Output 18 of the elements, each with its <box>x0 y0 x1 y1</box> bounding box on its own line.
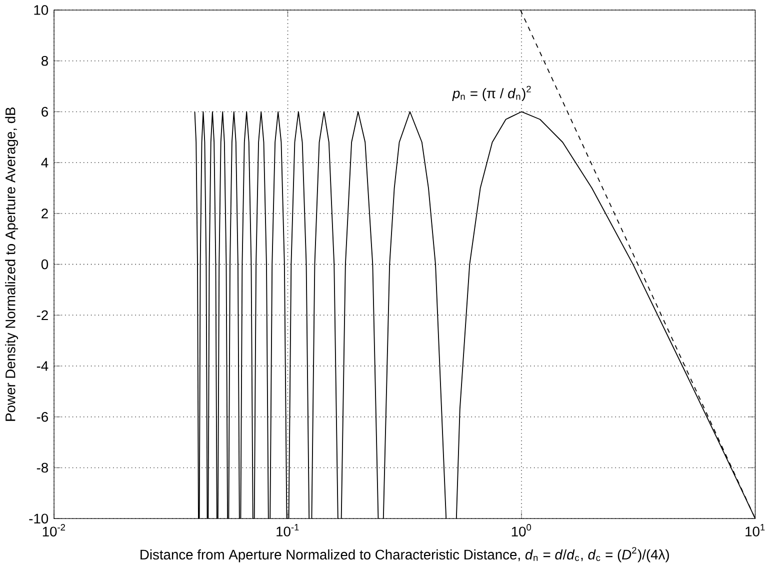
y-axis-title: Power Density Normalized to Aperture Average, dB <box>5 107 18 421</box>
y-tick-label: -4 <box>36 361 48 371</box>
x-tick-label: 10$^{-1}$ <box>276 524 299 536</box>
y-tick-label: 0 <box>41 259 48 270</box>
y-tick-label: 10 <box>34 4 48 15</box>
annotation: p$_{n}$ = (π / d$_{n}$)$^{2}$ <box>452 86 531 101</box>
y-tick-label: -2 <box>36 310 48 320</box>
text: Distance from Aperture Normalized to Characteristic Distance, d$_{n}$ = d/d$_{c}$, d$_{c}$ = (D$^{2}$)/(4λ) <box>140 546 669 562</box>
y-tick-label: 4 <box>41 158 48 168</box>
y-tick-label: 2 <box>42 208 48 218</box>
y-tick-label: -8 <box>36 462 48 472</box>
x-tick-label: 10$^{-2}$ <box>42 524 66 536</box>
y-tick-label: 8 <box>42 56 48 66</box>
y-tick-label: -6 <box>36 412 48 422</box>
x-tick-label: 10$^{0}$ <box>512 524 532 536</box>
y-tick-label: 6 <box>42 106 48 116</box>
x-tick-label: 10$^{1}$ <box>746 524 765 536</box>
y-tick-label: -10 <box>29 514 48 524</box>
